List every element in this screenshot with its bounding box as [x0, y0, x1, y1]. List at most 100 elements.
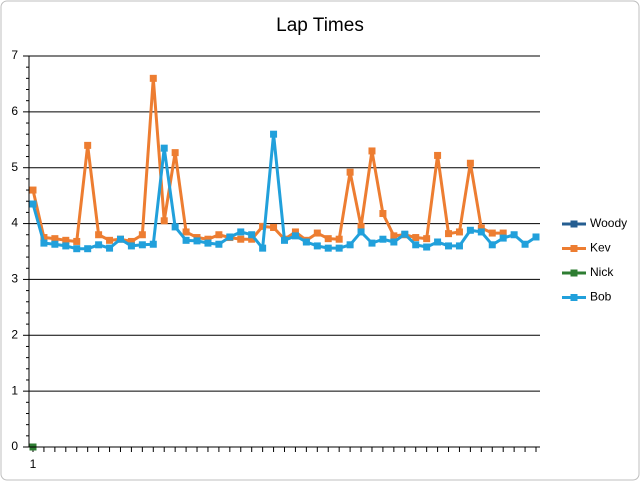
point-marker	[84, 141, 92, 149]
point-marker	[466, 159, 474, 167]
chart-title: Lap Times	[276, 15, 364, 36]
legend-marker	[570, 294, 578, 301]
point-marker	[116, 235, 124, 243]
point-marker	[149, 240, 157, 248]
point-marker	[270, 223, 278, 231]
point-marker	[466, 226, 474, 234]
point-marker	[368, 147, 376, 155]
point-marker	[40, 234, 48, 242]
point-marker	[73, 237, 81, 245]
point-marker	[401, 230, 409, 238]
point-marker	[477, 228, 485, 236]
point-marker	[106, 236, 114, 244]
y-tick-label: 2	[11, 327, 18, 341]
point-marker	[270, 130, 278, 138]
point-marker	[237, 235, 245, 243]
point-marker	[313, 229, 321, 237]
point-marker	[445, 230, 453, 238]
point-marker	[182, 228, 190, 236]
y-tick-label: 7	[11, 48, 18, 62]
point-marker	[281, 236, 288, 244]
point-marker	[390, 238, 398, 246]
point-marker	[106, 244, 114, 252]
point-marker	[127, 237, 135, 245]
point-marker	[204, 235, 212, 243]
point-marker	[51, 235, 59, 243]
y-tick-label: 4	[11, 216, 18, 230]
point-marker	[335, 235, 343, 243]
point-marker	[226, 233, 234, 241]
point-marker	[324, 235, 332, 243]
legend-label: Bob	[590, 290, 612, 304]
point-marker	[95, 231, 103, 239]
point-marker	[477, 224, 485, 232]
point-marker	[51, 240, 59, 248]
point-marker	[499, 229, 507, 237]
point-marker	[160, 144, 168, 152]
point-marker	[488, 241, 496, 249]
point-marker	[423, 235, 431, 243]
point-marker	[324, 244, 332, 252]
point-marker	[302, 238, 310, 246]
point-marker	[335, 244, 343, 252]
point-marker	[291, 228, 299, 236]
point-marker	[84, 245, 92, 253]
point-marker	[313, 242, 321, 250]
point-marker	[62, 236, 70, 244]
y-tick-label: 3	[11, 272, 18, 286]
point-marker	[171, 223, 179, 231]
legend-label: Nick	[590, 265, 614, 279]
point-marker	[455, 228, 463, 236]
point-marker	[40, 239, 48, 247]
point-marker	[29, 200, 37, 208]
point-marker	[171, 149, 179, 157]
point-marker	[127, 242, 135, 250]
point-marker	[379, 235, 387, 243]
point-marker	[412, 241, 420, 249]
legend-marker	[570, 269, 578, 277]
y-tick-label: 6	[11, 104, 18, 118]
legend-label: Woody	[590, 216, 627, 230]
point-marker	[215, 231, 223, 239]
point-marker	[510, 231, 518, 239]
point-marker	[29, 186, 37, 194]
point-marker	[248, 235, 256, 243]
point-marker	[532, 233, 540, 241]
point-marker	[521, 240, 529, 248]
point-marker	[434, 151, 442, 159]
point-marker	[357, 222, 365, 230]
point-marker	[95, 241, 103, 249]
point-marker	[434, 238, 442, 246]
point-marker	[445, 242, 453, 250]
point-marker	[455, 242, 463, 250]
point-marker	[488, 229, 496, 237]
x-tick-label: 1	[30, 457, 37, 471]
y-tick-label: 1	[11, 383, 18, 397]
point-marker	[237, 228, 245, 236]
point-marker	[138, 231, 146, 239]
point-marker	[291, 232, 299, 240]
point-marker	[346, 168, 354, 176]
point-marker	[73, 245, 81, 253]
point-marker	[259, 244, 267, 252]
point-marker	[182, 236, 190, 244]
point-marker	[204, 239, 212, 247]
point-marker	[412, 234, 420, 242]
point-marker	[138, 241, 146, 249]
point-marker	[357, 228, 365, 236]
point-marker	[379, 210, 387, 218]
legend-marker	[570, 220, 578, 228]
point-marker	[215, 240, 223, 248]
point-marker	[248, 231, 256, 239]
point-marker	[62, 242, 70, 250]
point-marker	[160, 217, 168, 225]
legend-label: Kev	[590, 241, 611, 255]
point-marker	[499, 234, 507, 242]
y-tick-label: 5	[11, 160, 18, 174]
point-marker	[346, 241, 354, 249]
legend-marker	[570, 245, 578, 252]
y-tick-label: 0	[11, 439, 18, 453]
